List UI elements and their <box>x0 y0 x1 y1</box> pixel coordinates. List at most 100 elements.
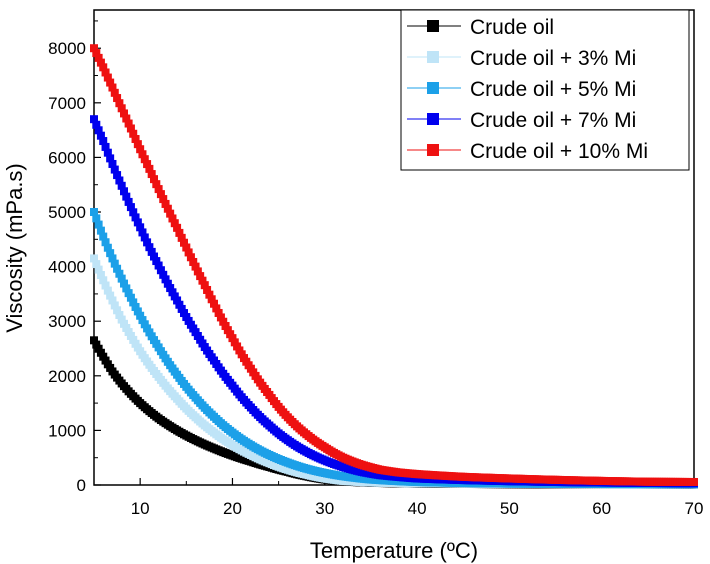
data-point <box>122 323 131 332</box>
legend: Crude oil Crude oil + 3% Mi Crude oil + 5%… <box>400 9 690 171</box>
data-point <box>115 269 124 278</box>
x-tick-label: 30 <box>315 499 334 518</box>
data-point <box>186 253 195 262</box>
data-point <box>143 238 152 247</box>
data-point <box>126 203 135 212</box>
legend-marker <box>427 144 439 156</box>
series-1 <box>90 336 698 489</box>
data-point <box>108 254 117 263</box>
data-point <box>170 292 179 301</box>
x-tick-label: 50 <box>500 499 519 518</box>
data-point <box>110 259 119 268</box>
data-point <box>170 219 179 228</box>
data-point <box>221 322 230 331</box>
data-point <box>161 275 170 284</box>
data-point <box>117 104 126 113</box>
data-point <box>101 142 110 151</box>
data-point <box>117 315 126 324</box>
data-point <box>101 238 110 247</box>
data-point <box>103 243 112 252</box>
data-point <box>210 299 218 308</box>
data-point <box>131 302 140 311</box>
data-point <box>180 238 188 247</box>
data-point <box>216 313 225 322</box>
data-point <box>175 228 184 237</box>
legend-entry: Crude oil + 3% Mi <box>407 47 636 70</box>
data-point <box>94 126 103 135</box>
data-point <box>138 150 147 159</box>
data-point <box>131 135 140 144</box>
data-point <box>117 181 126 190</box>
data-point <box>163 204 172 213</box>
y-tick-label: 7000 <box>48 94 86 113</box>
data-point <box>152 257 161 266</box>
data-point <box>133 307 142 316</box>
legend-label: Crude oil + 3% Mi <box>470 47 636 70</box>
data-point <box>90 254 98 263</box>
data-point <box>175 300 184 309</box>
data-point <box>166 284 175 293</box>
data-point <box>191 262 200 271</box>
data-point <box>138 316 147 325</box>
data-point <box>106 78 115 87</box>
data-point <box>108 296 117 305</box>
data-point <box>90 208 98 217</box>
series-3 <box>90 208 698 489</box>
data-point <box>207 295 216 304</box>
data-point <box>145 243 154 252</box>
data-point <box>143 160 152 169</box>
data-point <box>161 199 170 208</box>
legend-entry: Crude oil + 7% Mi <box>407 109 636 132</box>
data-point <box>219 317 228 326</box>
data-point <box>223 326 232 335</box>
legend-marker <box>427 51 439 63</box>
data-point <box>113 94 122 103</box>
data-point <box>96 131 105 140</box>
data-point <box>129 129 138 138</box>
data-point <box>124 119 133 128</box>
legend-label: Crude oil + 5% Mi <box>470 78 636 101</box>
data-point <box>205 290 214 299</box>
data-point <box>117 274 126 283</box>
legend-entry: Crude oil + 10% Mi <box>407 140 648 163</box>
y-tick-label: 2000 <box>48 367 86 386</box>
data-point <box>99 276 108 285</box>
data-point <box>129 208 138 217</box>
data-point <box>138 228 147 237</box>
data-point <box>156 190 165 199</box>
series-2 <box>90 254 698 489</box>
y-tick-label: 5000 <box>48 203 86 222</box>
data-point <box>101 281 110 290</box>
y-tick-label: 1000 <box>48 421 86 440</box>
data-point <box>94 53 103 62</box>
data-point <box>152 180 161 189</box>
data-point <box>103 73 112 82</box>
data-point <box>184 248 193 257</box>
y-tick-label: 3000 <box>48 312 86 331</box>
x-tick-label: 10 <box>131 499 150 518</box>
data-point <box>163 279 172 288</box>
data-point <box>120 187 128 196</box>
data-point <box>150 252 158 261</box>
data-point <box>124 289 133 298</box>
data-point <box>90 115 98 124</box>
data-point <box>159 270 168 279</box>
data-point <box>136 223 145 232</box>
data-point <box>106 154 115 163</box>
data-point <box>90 44 98 53</box>
legend-label: Crude oil <box>470 16 554 39</box>
data-point <box>140 233 149 242</box>
legend-entry: Crude oil + 5% Mi <box>407 78 636 101</box>
data-point <box>154 185 163 194</box>
x-tick-label: 20 <box>223 499 242 518</box>
data-point <box>94 220 103 229</box>
data-point <box>122 114 131 123</box>
data-point <box>92 120 101 129</box>
data-point <box>126 293 135 302</box>
data-point <box>159 195 168 204</box>
legend-label: Crude oil + 10% Mi <box>470 140 648 163</box>
data-point <box>108 83 117 92</box>
data-point <box>106 291 115 300</box>
legend-marker <box>427 20 439 32</box>
